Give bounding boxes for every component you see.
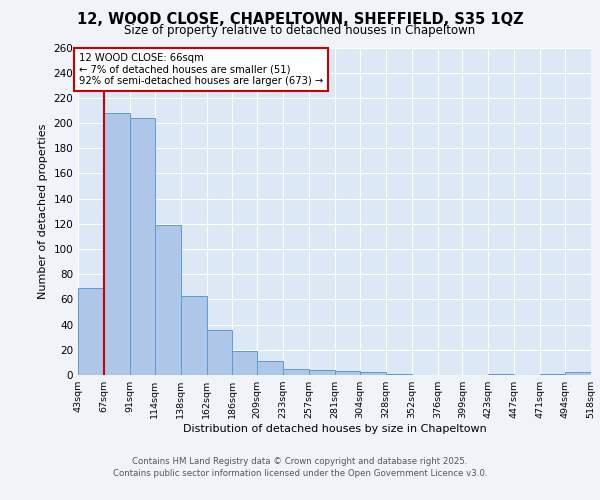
Bar	[360, 372, 386, 375]
Bar	[130, 118, 155, 375]
Text: 12 WOOD CLOSE: 66sqm
← 7% of detached houses are smaller (51)
92% of semi-detach: 12 WOOD CLOSE: 66sqm ← 7% of detached ho…	[79, 52, 323, 86]
Bar	[386, 374, 412, 375]
Bar	[540, 374, 565, 375]
Bar	[206, 330, 232, 375]
Text: Size of property relative to detached houses in Chapeltown: Size of property relative to detached ho…	[124, 24, 476, 37]
Bar	[565, 372, 591, 375]
Bar	[488, 374, 514, 375]
Bar	[232, 351, 257, 375]
X-axis label: Distribution of detached houses by size in Chapeltown: Distribution of detached houses by size …	[182, 424, 487, 434]
Bar	[181, 296, 206, 375]
Text: Contains HM Land Registry data © Crown copyright and database right 2025.: Contains HM Land Registry data © Crown c…	[132, 458, 468, 466]
Bar	[335, 371, 360, 375]
Bar	[257, 361, 283, 375]
Bar	[309, 370, 335, 375]
Y-axis label: Number of detached properties: Number of detached properties	[38, 124, 48, 299]
Text: Contains public sector information licensed under the Open Government Licence v3: Contains public sector information licen…	[113, 469, 487, 478]
Bar	[155, 225, 181, 375]
Text: 12, WOOD CLOSE, CHAPELTOWN, SHEFFIELD, S35 1QZ: 12, WOOD CLOSE, CHAPELTOWN, SHEFFIELD, S…	[77, 12, 523, 28]
Bar	[283, 368, 309, 375]
Bar	[78, 288, 104, 375]
Bar	[104, 113, 130, 375]
